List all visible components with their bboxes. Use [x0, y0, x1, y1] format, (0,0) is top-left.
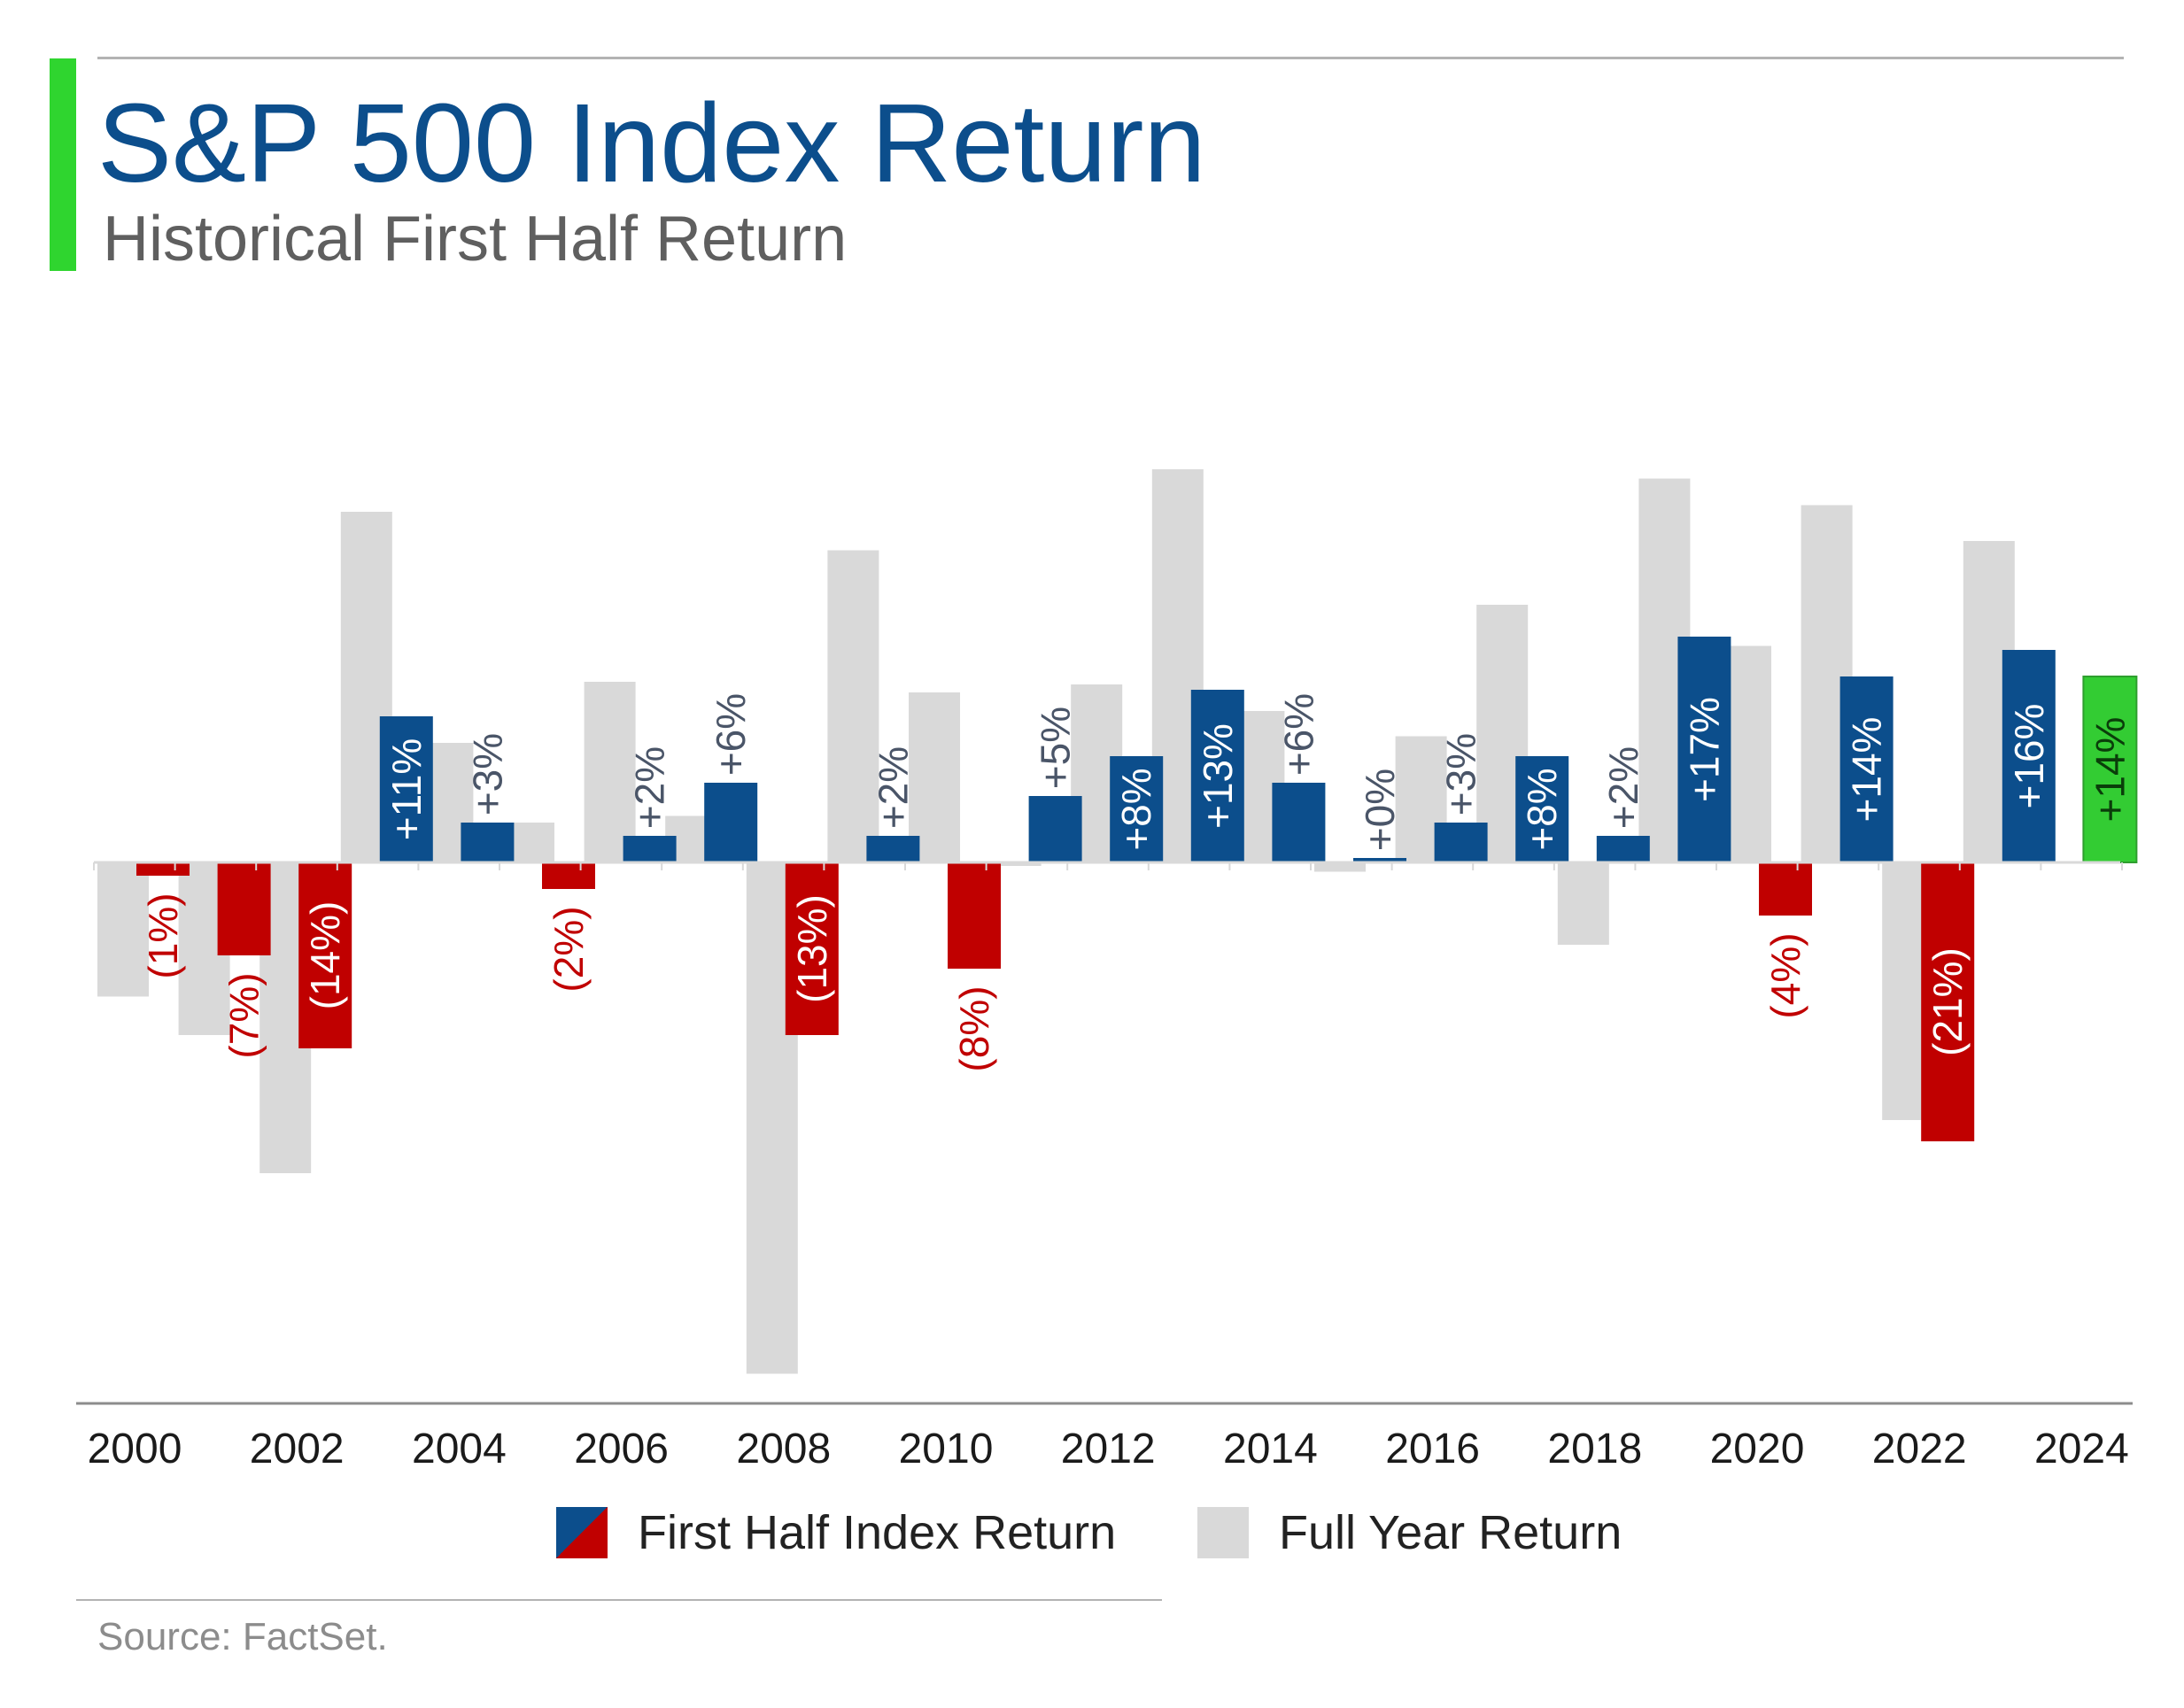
- first-half-bar-2023: [2002, 650, 2056, 862]
- first-half-bar-2001: [217, 862, 271, 955]
- legend-item-full-year: Full Year Return: [1197, 1505, 1622, 1560]
- first-half-bar-2014: [1272, 783, 1326, 862]
- x-tick-label-2002: 2002: [250, 1426, 345, 1470]
- first-half-bar-2013: [1190, 690, 1244, 862]
- source-note: Source: FactSet.: [97, 1615, 388, 1658]
- data-label-2024: +14%: [2087, 717, 2133, 823]
- top-rule: [97, 57, 2124, 59]
- first-half-bar-2020: [1759, 862, 1812, 916]
- full-year-bar-2006: [584, 682, 636, 862]
- data-label-2012: +8%: [1113, 768, 1159, 850]
- first-half-bar-2010: [948, 862, 1001, 969]
- first-half-bar-2005: [542, 862, 595, 889]
- data-label-2009: +2%: [870, 746, 916, 829]
- data-label-2017: +8%: [1519, 768, 1565, 850]
- data-label-2003: +11%: [383, 738, 430, 841]
- data-label-2022: (21%): [1925, 947, 1971, 1056]
- data-label-2015: +0%: [1357, 769, 1403, 851]
- full-year-bar-2009: [827, 550, 879, 862]
- legend: First Half Index Return Full Year Return: [0, 1505, 2184, 1576]
- full-year-bar-2011: [989, 862, 1042, 866]
- x-tick-label-2018: 2018: [1547, 1426, 1642, 1470]
- first-half-bar-2011: [1028, 796, 1082, 862]
- first-half-bar-2003: [379, 716, 433, 862]
- first-half-bar-2019: [1677, 637, 1731, 862]
- first-half-bar-2016: [1434, 823, 1488, 862]
- full-year-bar-2010: [909, 692, 960, 862]
- data-label-2002: (14%): [302, 901, 348, 1010]
- first-half-bar-2006: [623, 836, 677, 862]
- data-label-2023: +16%: [2006, 704, 2052, 809]
- data-label-2018: +2%: [1600, 746, 1646, 829]
- first-half-bar-2017: [1515, 756, 1569, 862]
- legend-swatch-full-year: [1197, 1507, 1249, 1558]
- first-half-bar-2018: [1596, 836, 1650, 862]
- x-tick-label-2012: 2012: [1061, 1426, 1156, 1470]
- first-half-bar-2024: [2082, 676, 2138, 863]
- x-tick-label-2008: 2008: [736, 1426, 831, 1470]
- x-tick-label-2004: 2004: [412, 1426, 507, 1470]
- legend-item-first-half: First Half Index Return: [556, 1505, 1116, 1560]
- x-tick-label-2014: 2014: [1223, 1426, 1318, 1470]
- full-year-bar-2015: [1314, 862, 1366, 872]
- data-label-2021: +14%: [1844, 717, 1890, 823]
- accent-bar: [50, 58, 76, 271]
- bottom-rule: [76, 1599, 1162, 1601]
- first-half-bar-2004: [461, 823, 515, 862]
- full-year-bar-2018: [1557, 862, 1609, 945]
- data-label-2008: (13%): [789, 894, 835, 1003]
- first-half-bar-2009: [866, 836, 920, 862]
- bar-chart: (1%) (7%) (14%) +11% +3% (2%) +2% +6% (13%) +2% (8…: [76, 469, 2138, 1470]
- first-half-bar-2012: [1110, 756, 1164, 862]
- data-label-2010: (8%): [951, 985, 997, 1071]
- x-tick-label-2000: 2000: [88, 1426, 182, 1470]
- page-subtitle: Historical First Half Return: [103, 204, 848, 274]
- first-half-bar-2007: [704, 783, 758, 862]
- first-half-bar-2002: [298, 862, 352, 1048]
- x-tick-label-2020: 2020: [1710, 1426, 1805, 1470]
- legend-swatch-first-half: [556, 1507, 608, 1558]
- data-label-2014: +6%: [1275, 693, 1321, 776]
- first-half-bar-2022: [1921, 862, 1975, 1141]
- data-label-2000: (1%): [140, 893, 186, 978]
- data-label-2013: +13%: [1195, 723, 1241, 829]
- data-label-2016: +3%: [1438, 733, 1484, 815]
- data-label-2004: +3%: [464, 733, 510, 815]
- legend-label-first-half: First Half Index Return: [638, 1506, 1117, 1559]
- first-half-bar-2015: [1353, 858, 1406, 862]
- data-label-2006: +2%: [627, 746, 673, 829]
- legend-label-full-year: Full Year Return: [1279, 1506, 1623, 1559]
- data-label-2019: +17%: [1681, 697, 1727, 802]
- data-label-2007: +6%: [708, 693, 754, 776]
- x-tick-label-2022: 2022: [1872, 1426, 1967, 1470]
- data-label-2001: (7%): [221, 972, 267, 1058]
- x-tick-label-2006: 2006: [574, 1426, 669, 1470]
- first-half-bar-2021: [1839, 676, 1894, 862]
- page-title: S&P 500 Index Return: [97, 81, 1206, 205]
- first-half-bar-2000: [136, 862, 190, 876]
- x-tick-label-2024: 2024: [2034, 1426, 2129, 1470]
- data-label-2020: (4%): [1762, 932, 1808, 1018]
- full-year-bar-2000: [97, 862, 149, 997]
- x-tick-label-2010: 2010: [899, 1426, 994, 1470]
- data-label-2011: +5%: [1033, 707, 1079, 789]
- data-label-2005: (2%): [546, 906, 592, 992]
- x-tick-label-2016: 2016: [1385, 1426, 1480, 1470]
- first-half-bar-2008: [785, 862, 839, 1035]
